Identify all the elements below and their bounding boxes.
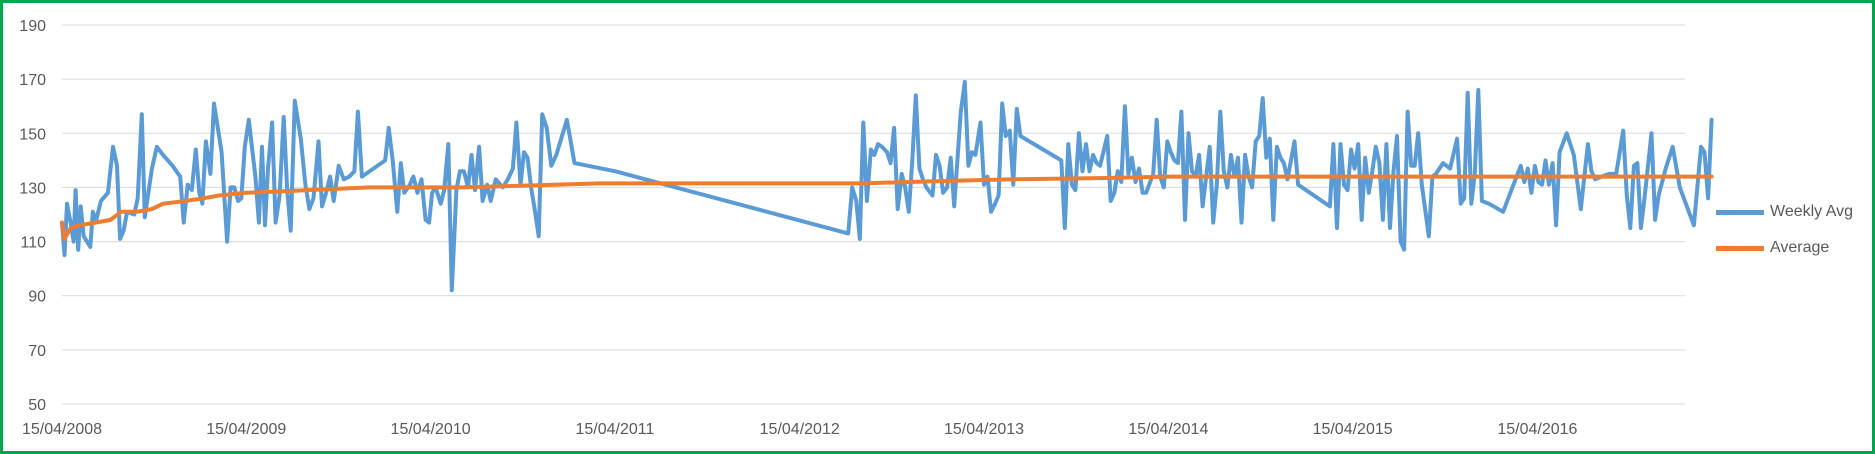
legend-swatch-weekly-avg <box>1716 209 1764 215</box>
gridlines <box>62 24 1685 405</box>
y-tick-label: 170 <box>19 72 46 89</box>
series-line-average <box>60 174 1714 241</box>
series-lines <box>60 79 1714 293</box>
x-tick-label: 15/04/2009 <box>206 421 286 438</box>
y-tick-label: 190 <box>19 18 46 35</box>
legend-label-weekly-avg: Weekly Avg <box>1770 203 1854 220</box>
legend-label-average: Average <box>1770 239 1830 256</box>
legend-item-average: Average <box>1716 230 1866 266</box>
x-tick-label: 15/04/2011 <box>575 421 654 438</box>
x-tick-label: 15/04/2016 <box>1497 421 1577 438</box>
x-tick-label: 15/04/2015 <box>1313 421 1393 438</box>
y-tick-label: 150 <box>19 126 46 143</box>
y-tick-label: 90 <box>28 289 46 306</box>
x-tick-label: 15/04/2010 <box>391 421 471 438</box>
y-tick-label: 70 <box>28 343 46 360</box>
legend: Weekly Avg Average <box>1716 194 1866 266</box>
x-tick-label: 15/04/2014 <box>1128 421 1208 438</box>
x-tick-label: 15/04/2012 <box>760 421 840 438</box>
x-tick-label: 15/04/2008 <box>22 421 102 438</box>
y-tick-label: 50 <box>28 397 46 414</box>
legend-swatch-average <box>1716 245 1764 251</box>
legend-item-weekly-avg: Weekly Avg <box>1716 194 1866 230</box>
y-tick-label: 110 <box>20 235 46 252</box>
y-axis: 50 70 90 110 130 150 170 190 <box>19 18 46 414</box>
series-line-weekly-avg <box>60 79 1714 293</box>
x-axis: 15/04/2008 15/04/2009 15/04/2010 15/04/2011… <box>22 421 1578 438</box>
y-tick-label: 130 <box>19 180 46 197</box>
x-tick-label: 15/04/2013 <box>944 421 1024 438</box>
